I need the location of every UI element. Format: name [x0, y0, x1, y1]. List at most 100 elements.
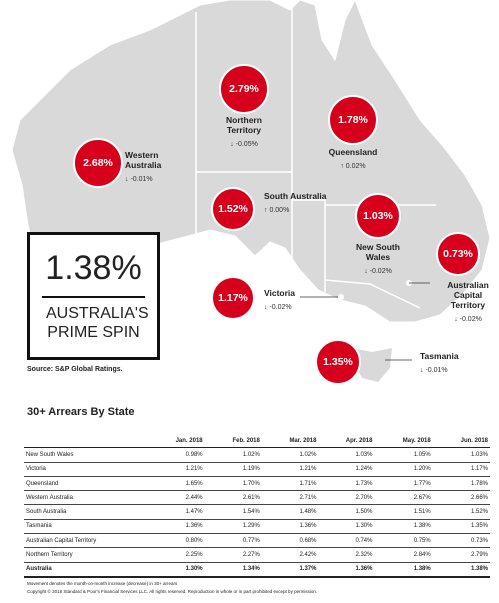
cell-value: 1.21%: [148, 462, 205, 477]
cell-value: 1.35%: [432, 519, 490, 535]
cell-value: 2.66%: [432, 490, 490, 506]
cell-value: 0.98%: [148, 447, 205, 463]
region-label: South Australia: [264, 191, 327, 201]
column-header: May. 2018: [374, 434, 433, 449]
headline-box: 1.38% AUSTRALIA'S PRIME SPIN: [27, 232, 160, 360]
cell-value: 0.80%: [148, 533, 205, 549]
leaders: [300, 282, 430, 361]
cell-value: 1.48%: [261, 504, 319, 520]
cell-value: 1.02%: [204, 447, 262, 463]
cell-value: 1.03%: [318, 447, 375, 463]
row-label: South Australia: [24, 504, 148, 520]
region-label: Northern Territory: [226, 115, 262, 135]
cell-value: 1.52%: [432, 504, 490, 520]
region-bubble: 1.78%: [328, 95, 378, 145]
cell-value: 2.42%: [261, 547, 319, 563]
column-header: Mar. 2018: [261, 434, 319, 449]
borders: [195, 2, 436, 309]
cell-value: 1.30%: [318, 519, 375, 535]
row-label: Australia: [24, 562, 148, 578]
cell-value: 1.78%: [432, 476, 490, 492]
cell-value: 1.17%: [432, 462, 490, 477]
cell-value: 1.03%: [432, 447, 490, 463]
cell-value: 0.77%: [204, 533, 262, 549]
region-info: South Australia ↑ 0.00%: [264, 191, 364, 214]
headline-label: AUSTRALIA'S PRIME SPIN: [46, 305, 149, 341]
cell-value: 1.02%: [261, 447, 319, 463]
region-bubble: 1.17%: [211, 276, 255, 320]
table-row: Victoria 1.21% 1.19% 1.21% 1.24% 1.20% 1.17%: [24, 462, 490, 477]
notes: Movement denotes the month-on-month incr…: [27, 580, 317, 596]
region-info: Victoria ↓ -0.02%: [264, 288, 364, 311]
region-change: ↑ 0.02%: [340, 163, 366, 170]
region-label: Western Australia: [125, 150, 162, 170]
region-change: ↓ -0.01%: [420, 367, 448, 374]
note: Movement denotes the month-on-month incr…: [27, 581, 178, 586]
table-row: Western Australia 2.44% 2.61% 2.71% 2.70% 2.6…: [24, 490, 490, 506]
cell-value: 2.44%: [148, 490, 205, 506]
region-label: Australian Capital Territory: [447, 280, 489, 310]
note: Copyright © 2018 Standard & Poor's Finan…: [27, 589, 318, 594]
cell-value: 2.67%: [374, 490, 433, 506]
table-row: Queensland 1.65% 1.70% 1.71% 1.73% 1.77% 1.78%: [24, 476, 490, 492]
tasmania: [352, 348, 392, 382]
table-row: Northern Territory 2.25% 2.27% 2.42% 2.32% 2.…: [24, 547, 490, 563]
cell-value: 0.68%: [261, 533, 319, 549]
row-label: Australian Capital Territory: [24, 533, 148, 549]
row-label: Tasmania: [24, 519, 148, 535]
table-row: Tasmania 1.36% 1.29% 1.36% 1.30% 1.38% 1.35%: [24, 519, 490, 535]
region-change: ↓ -0.05%: [230, 141, 258, 148]
region-info: Western Australia ↓ -0.01%: [125, 150, 225, 183]
cell-value: 1.71%: [261, 476, 319, 492]
headline-value: 1.38%: [45, 249, 142, 287]
region-bubble: 1.03%: [355, 193, 401, 239]
cell-value: 1.65%: [148, 476, 205, 492]
region-change: ↓ -0.02%: [364, 268, 392, 275]
cell-value: 2.79%: [432, 547, 490, 563]
table-row: New South Wales 0.98% 1.02% 1.02% 1.03% 1.05%…: [24, 447, 490, 463]
region-info: Northern Territory ↓ -0.05%: [194, 115, 294, 148]
table-row: Australian Capital Territory 0.80% 0.77% 0.…: [24, 533, 490, 549]
cell-value: 2.25%: [148, 547, 205, 563]
cell-value: 1.36%: [148, 519, 205, 535]
region-bubble: 1.52%: [211, 187, 255, 231]
vic-dot: [338, 294, 344, 300]
cell-value: 1.34%: [204, 562, 262, 578]
row-label: Victoria: [24, 462, 148, 477]
region-bubble: 1.35%: [315, 339, 361, 385]
region-info: Tasmania ↓ -0.01%: [420, 351, 499, 374]
cell-value: 1.54%: [204, 504, 262, 520]
region-change: ↓ -0.02%: [264, 304, 292, 311]
cell-value: 1.38%: [374, 562, 433, 578]
row-label: New South Wales: [24, 447, 148, 463]
region-info: Australian Capital Territory ↓ -0.02%: [418, 280, 499, 323]
table-row: South Australia 1.47% 1.54% 1.48% 1.50% 1.51%…: [24, 504, 490, 520]
arrears-table: Jan. 2018 Feb. 2018 Mar. 2018 Apr. 2018 May.…: [24, 434, 490, 578]
cell-value: 1.21%: [261, 462, 319, 477]
cell-value: 1.47%: [148, 504, 205, 520]
column-header: Jan. 2018: [148, 434, 205, 449]
cell-value: 1.19%: [204, 462, 262, 477]
cell-value: 1.36%: [318, 562, 375, 578]
cell-value: 1.51%: [374, 504, 433, 520]
corner: [24, 434, 148, 449]
cell-value: 1.73%: [318, 476, 375, 492]
region-bubble: 0.73%: [436, 232, 480, 276]
cell-value: 0.73%: [432, 533, 490, 549]
region-change: ↓ -0.01%: [125, 176, 153, 183]
region-label: Queensland: [328, 147, 378, 157]
region-bubble: 2.79%: [219, 64, 269, 114]
region-change: ↓ -0.02%: [454, 316, 482, 323]
cell-value: 1.50%: [318, 504, 375, 520]
cell-value: 2.70%: [318, 490, 375, 506]
row-label: Northern Territory: [24, 547, 148, 563]
cell-value: 1.70%: [204, 476, 262, 492]
row-label: Western Australia: [24, 490, 148, 506]
row-label: Queensland: [24, 476, 148, 492]
cell-value: 1.36%: [261, 519, 319, 535]
cell-value: 2.71%: [261, 490, 319, 506]
cell-value: 1.29%: [204, 519, 262, 535]
region-info: Queensland ↑ 0.02%: [303, 147, 403, 170]
cell-value: 2.32%: [318, 547, 375, 563]
